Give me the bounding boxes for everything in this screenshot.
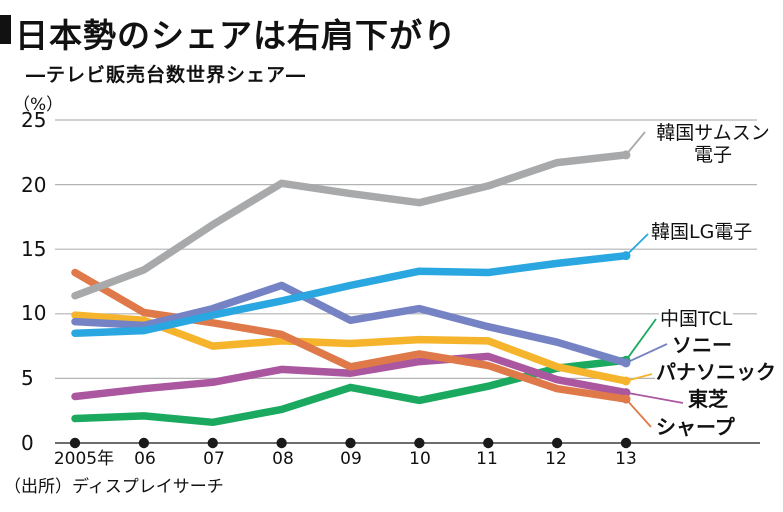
x-tick-10: 10 bbox=[409, 449, 431, 469]
series-label-tcl: 中国TCL bbox=[659, 308, 734, 330]
x-tick-08: 08 bbox=[272, 449, 294, 469]
x-tick-2005: 2005年 bbox=[53, 449, 115, 469]
y-tick-20: 20 bbox=[21, 173, 47, 197]
y-tick-0: 0 bbox=[21, 431, 34, 455]
y-tick-5: 5 bbox=[21, 366, 34, 390]
series-line-sony bbox=[71, 281, 630, 367]
leader-line-sharp bbox=[625, 398, 652, 428]
series-label-sony: ソニー bbox=[671, 333, 733, 357]
x-tick-12: 12 bbox=[545, 449, 567, 469]
series-label-samsung: 韓国サムスン電子 bbox=[646, 122, 780, 166]
series-line-samsung bbox=[71, 151, 630, 300]
chart-subtitle: ―テレビ販売台数世界シェア― bbox=[26, 64, 307, 86]
y-tick-25: 25 bbox=[21, 108, 47, 132]
leader-line-samsung bbox=[625, 131, 646, 156]
page-crop-artifact bbox=[0, 15, 11, 44]
source-credit: （出所）ディスプレイサーチ bbox=[4, 477, 224, 497]
x-tick-06: 06 bbox=[134, 449, 156, 469]
leader-line-sony bbox=[625, 343, 668, 364]
series-label-lg: 韓国LG電子 bbox=[650, 221, 754, 243]
series-label-toshiba: 東芝 bbox=[687, 387, 729, 411]
chart-title: 日本勢のシェアは右肩下がり bbox=[15, 16, 457, 55]
series-label-panasonic: パナソニック bbox=[655, 360, 777, 384]
y-tick-10: 10 bbox=[21, 301, 47, 325]
x-tick-09: 09 bbox=[340, 449, 362, 469]
leader-line-toshiba bbox=[625, 391, 684, 404]
leader-line-lg bbox=[625, 233, 649, 257]
series-label-sharp: シャープ bbox=[655, 415, 736, 439]
series-line-sharp bbox=[71, 268, 630, 403]
y-tick-15: 15 bbox=[21, 237, 47, 261]
series-line-toshiba bbox=[71, 352, 630, 401]
x-tick-13: 13 bbox=[615, 449, 637, 469]
x-tick-11: 11 bbox=[476, 449, 498, 469]
x-tick-07: 07 bbox=[203, 449, 225, 469]
y-axis-unit-label: （%） bbox=[13, 95, 64, 115]
series-line-lg bbox=[71, 251, 630, 337]
leader-line-tcl bbox=[625, 318, 657, 361]
